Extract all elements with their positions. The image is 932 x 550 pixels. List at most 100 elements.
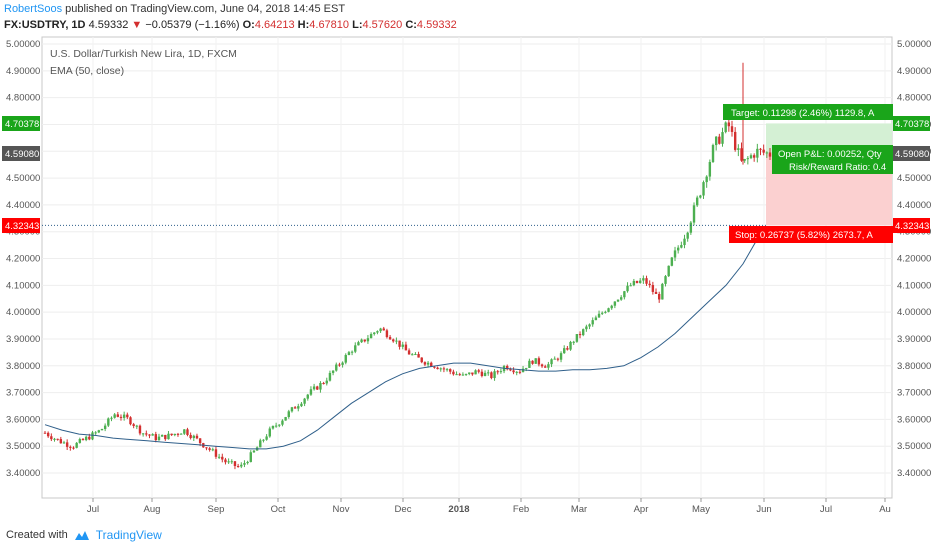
- price-tick-label: 3.50000: [897, 441, 931, 452]
- candle-body: [129, 417, 132, 425]
- right-price-axis[interactable]: 5.000004.900004.800004.700004.600004.500…: [897, 39, 931, 479]
- price-tick-label: 3.70000: [6, 388, 40, 399]
- candle-body: [733, 131, 737, 150]
- candle-body: [601, 312, 604, 314]
- candle-body: [740, 148, 743, 161]
- stop-price-tag-right: [893, 218, 930, 233]
- stop-label: Stop: 0.26737 (5.82%) 2673.7, A: [735, 230, 874, 241]
- current-price-tag-right: [893, 146, 930, 161]
- price-tick-label: 4.90000: [897, 66, 931, 77]
- candle-body: [366, 338, 370, 342]
- candle-body: [509, 369, 512, 371]
- stop-price-right: 4.32343: [895, 221, 929, 232]
- candle-body: [103, 425, 107, 430]
- time-tick-label: Mar: [571, 504, 587, 515]
- price-tick-label: 3.90000: [897, 334, 931, 345]
- candle-body: [132, 424, 135, 427]
- candle-body: [78, 439, 82, 443]
- candle-body: [673, 250, 677, 258]
- candle-body: [59, 439, 63, 444]
- candle-body: [566, 348, 569, 350]
- time-tick-label: May: [692, 504, 710, 515]
- candle-body: [357, 342, 360, 346]
- candle-body: [392, 339, 395, 342]
- target-price-tag-right: [893, 116, 930, 131]
- candle-body: [151, 434, 154, 436]
- candle-body: [721, 132, 724, 144]
- candle-body: [376, 331, 379, 333]
- price-tick-label: 3.70000: [897, 388, 931, 399]
- author-name[interactable]: RobertSoos: [4, 3, 63, 15]
- current-price-right: 4.59080: [895, 149, 929, 160]
- candle-body: [69, 446, 72, 448]
- candle-body: [768, 152, 772, 157]
- candle-body: [284, 417, 287, 421]
- candle-body: [468, 372, 471, 374]
- left-price-axis: 5.000004.900004.800004.700004.600004.500…: [6, 39, 40, 479]
- candle-body: [483, 372, 487, 377]
- candle-body: [316, 386, 319, 390]
- candle-body: [84, 436, 88, 441]
- candle-body: [56, 438, 59, 440]
- price-tick-label: 3.40000: [897, 468, 931, 479]
- candle-body: [458, 374, 461, 376]
- candle-body: [312, 386, 316, 390]
- price-tick-label: 4.80000: [897, 93, 931, 104]
- candle-body: [183, 429, 186, 434]
- target-price-left: 4.70378: [5, 119, 39, 130]
- candle-body: [271, 425, 275, 429]
- candle-body: [714, 136, 718, 146]
- candle-body: [382, 328, 385, 331]
- candle-body: [588, 324, 591, 327]
- candle-body: [319, 383, 322, 390]
- candle-body: [597, 313, 601, 318]
- target-label-box: [723, 104, 893, 120]
- price-tick-label: 3.80000: [897, 361, 931, 372]
- candle-body: [670, 257, 674, 266]
- candle-body: [556, 358, 560, 360]
- current-price-left: 4.59080: [5, 149, 39, 160]
- time-axis[interactable]: Jul Aug Sep Oct Nov Dec 2018 Feb Mar Apr May Jun Jul…: [87, 498, 891, 515]
- candle-body: [398, 340, 401, 347]
- candle-body: [667, 265, 670, 277]
- candle-body: [426, 362, 430, 365]
- candle-body: [395, 340, 398, 342]
- candle-body: [97, 430, 101, 433]
- candle-body: [262, 439, 265, 441]
- price-tick-label: 3.60000: [6, 414, 40, 425]
- candle-body: [762, 149, 765, 153]
- candle-body: [135, 425, 139, 427]
- candle-body: [91, 432, 94, 440]
- candle-body: [331, 370, 335, 373]
- candle-body: [252, 450, 256, 453]
- ema-legend: EMA (50, close): [50, 65, 124, 77]
- tradingview-brand[interactable]: TradingView: [95, 528, 162, 542]
- candle-body: [126, 414, 129, 418]
- candle-body: [626, 285, 629, 292]
- candle-body: [100, 429, 104, 431]
- candle-body: [474, 370, 477, 375]
- candle-body: [547, 364, 550, 368]
- target-price-right: 4.70378: [895, 119, 929, 130]
- candle-body: [759, 148, 762, 150]
- symbol-label: FX:USDTRY, 1D: [4, 19, 86, 31]
- price-tick-label: 4.80000: [6, 93, 40, 104]
- candle-body: [493, 371, 496, 379]
- candle-body: [642, 278, 645, 281]
- candle-body: [695, 197, 699, 206]
- candle-body: [528, 360, 531, 368]
- candle-body: [657, 293, 661, 300]
- stop-label-box: [729, 226, 893, 243]
- candle-body: [537, 358, 541, 365]
- candle-body: [385, 330, 389, 338]
- candle-body: [328, 372, 332, 381]
- candle-body: [629, 285, 632, 287]
- candle-body: [224, 459, 227, 463]
- candle-body: [94, 432, 97, 434]
- candle-body: [195, 435, 199, 439]
- candle-body: [297, 406, 300, 409]
- price-change: −0.05379 (−1.16%): [145, 19, 240, 31]
- candle-body: [607, 308, 610, 312]
- time-tick-label: Jul: [87, 504, 99, 515]
